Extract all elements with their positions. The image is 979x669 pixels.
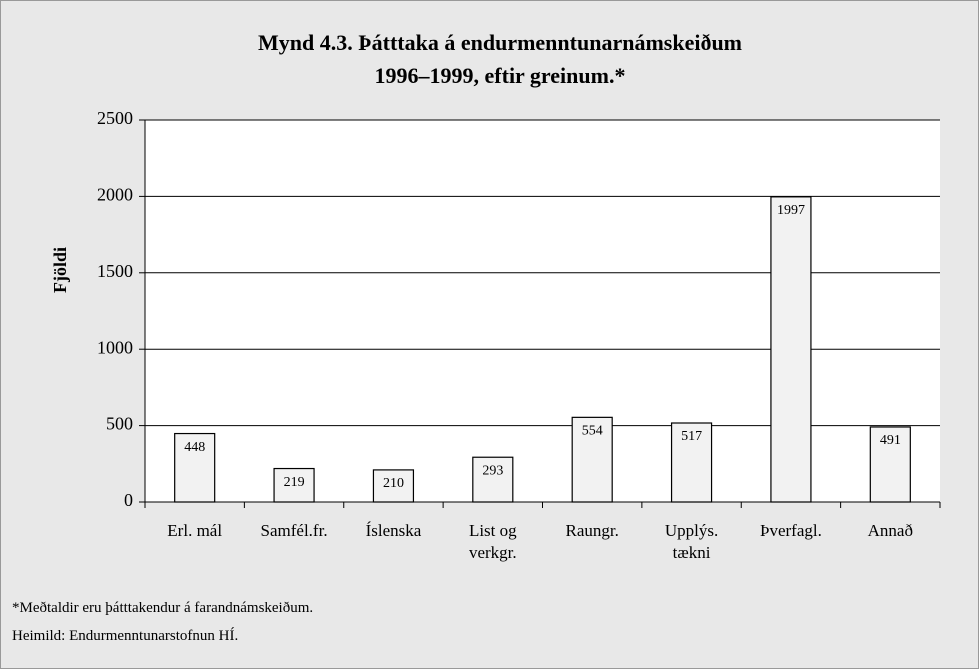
x-tick-label: Íslenska [365, 521, 422, 540]
value-label: 491 [880, 433, 901, 448]
y-axis-label: Fjöldi [50, 247, 70, 293]
x-tick-label: Samfél.fr. [260, 521, 328, 540]
value-label: 554 [582, 424, 603, 439]
value-label: 517 [681, 429, 702, 444]
plot-area [145, 120, 940, 502]
y-tick-label: 2000 [97, 185, 133, 205]
value-label: 210 [383, 476, 404, 491]
bar [174, 432, 216, 503]
footnote: *Meðtaldir eru þátttakendur á farandnáms… [12, 600, 314, 616]
chart-title: Mynd 4.3. Þátttaka á endurmenntunarnámsk… [258, 30, 742, 55]
y-tick-label: 1500 [97, 261, 133, 281]
x-tick-label: Upplýs. tækni [664, 521, 719, 562]
y-tick-label: 0 [124, 490, 133, 510]
y-tick-label: 2500 [97, 108, 133, 128]
bar [770, 196, 812, 503]
x-tick-label: Annað [867, 521, 913, 540]
value-label: 219 [284, 475, 305, 490]
x-tick-label: List og verkgr. [468, 521, 517, 562]
y-tick-label: 1000 [97, 337, 133, 357]
value-label: 293 [482, 463, 503, 478]
x-tick-label: Erl. mál [167, 521, 223, 540]
bar [472, 456, 514, 503]
bar [670, 422, 713, 503]
y-tick-label: 500 [106, 414, 133, 434]
source-note: Heimild: Endurmenntunarstofnun HÍ. [12, 628, 239, 644]
chart-title: 1996–1999, eftir greinum.* [375, 63, 626, 88]
value-label: 448 [184, 440, 205, 455]
x-tick-label: Þverfagl. [760, 521, 822, 540]
value-label: 1997 [777, 203, 805, 218]
bar [869, 426, 911, 503]
x-tick-label: Raungr. [565, 521, 619, 540]
